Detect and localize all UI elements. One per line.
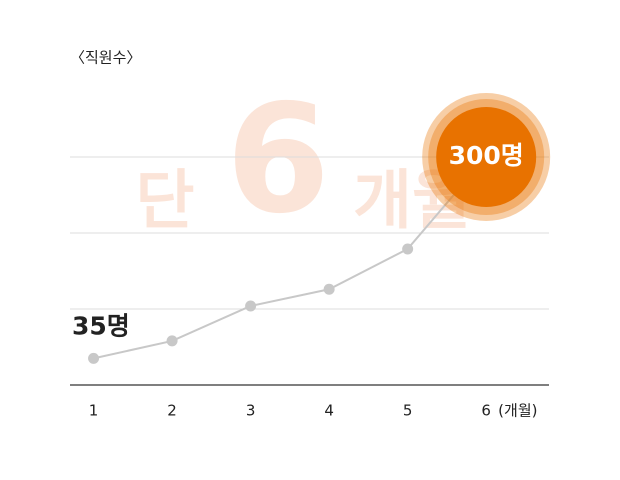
x-axis-label: (개월) [498, 402, 537, 420]
x-tick-label: 1 [89, 402, 99, 420]
watermark-text: 단 [136, 165, 195, 239]
x-tick-label: 4 [324, 402, 334, 420]
x-tick-label: 5 [403, 402, 413, 420]
point [88, 352, 100, 364]
highlight-marker [436, 107, 537, 207]
value-label: 35명 [72, 311, 130, 340]
value-label: 300명 [449, 141, 524, 170]
x-tick-label: 3 [246, 402, 256, 420]
x-tick-label: 6 [481, 402, 491, 420]
point [166, 335, 178, 347]
point [402, 243, 414, 255]
chart-title: 〈직원수〉 [70, 49, 141, 67]
line [93, 156, 487, 360]
point [245, 300, 257, 312]
point [323, 283, 335, 295]
watermark-text: 6 [226, 73, 330, 247]
x-tick-label: 2 [167, 402, 177, 420]
